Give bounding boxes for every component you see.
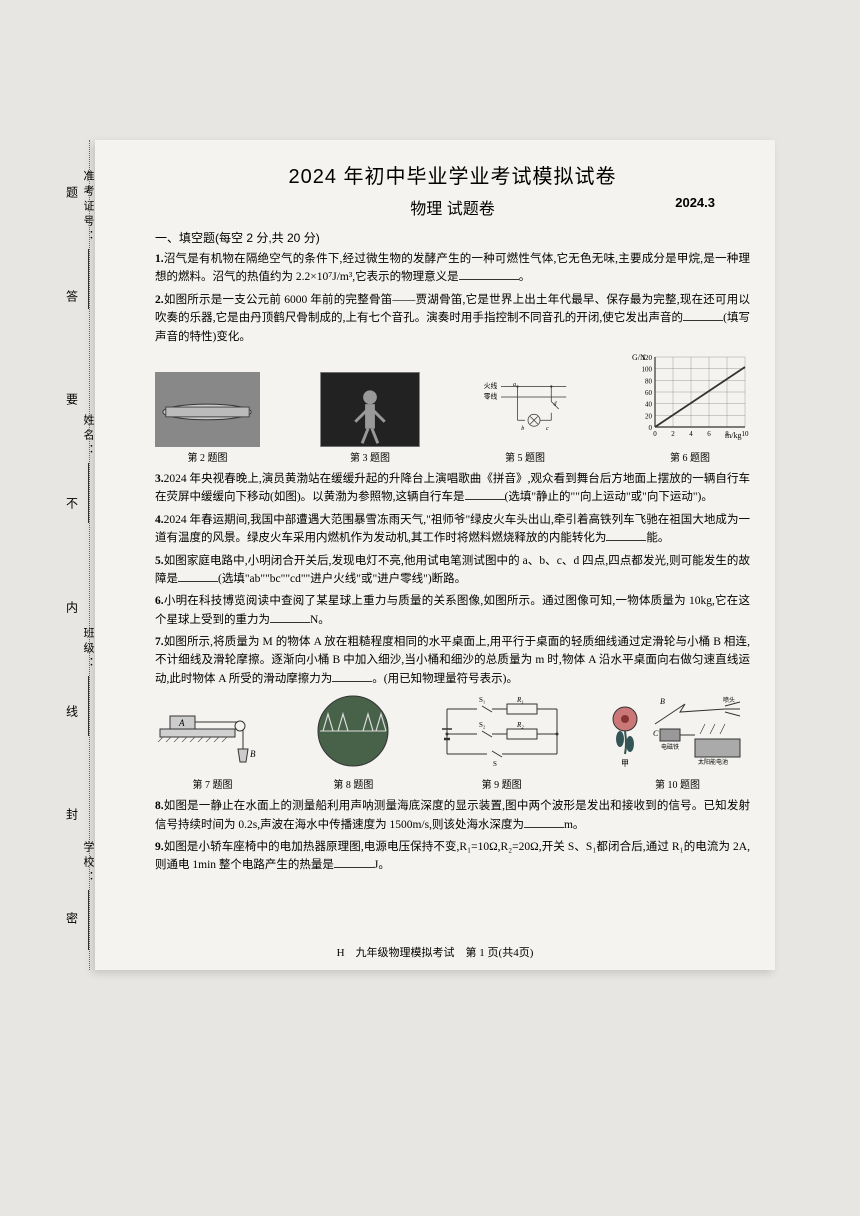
svg-text:R₁: R₁: [516, 696, 524, 704]
section-1-header: 一、填空题(每空 2 分,共 20 分): [155, 229, 750, 246]
main-title: 2024 年初中毕业学业考试模拟试卷: [155, 160, 750, 189]
figure-3: 第 3 题图: [320, 372, 420, 464]
svg-text:10: 10: [742, 430, 750, 438]
blank-q8: [524, 816, 564, 828]
blank-q5: [178, 570, 218, 582]
svg-text:40: 40: [645, 401, 653, 409]
figure-6: G/N m/kg 020406080100120 0246810 第 6 题图: [630, 352, 750, 464]
svg-text:d: d: [554, 402, 558, 408]
svg-text:100: 100: [642, 366, 653, 374]
figure-5: 火线 零线 a d: [480, 372, 570, 464]
page-footer: H 九年级物理模拟考试 第 1 页(共4页): [95, 944, 775, 960]
svg-text:8: 8: [725, 430, 729, 438]
figures-row-1: 第 2 题图 第 3 题图: [155, 352, 750, 464]
svg-text:2: 2: [671, 430, 675, 438]
svg-text:太阳能电池: 太阳能电池: [698, 758, 728, 766]
blank-q9: [334, 856, 374, 868]
title-block: 2024 年初中毕业学业考试模拟试卷 物理 试题卷 2024.3: [155, 160, 750, 219]
figure-8: 第 8 题图: [308, 694, 398, 791]
exam-date: 2024.3: [675, 195, 715, 210]
figure-9: S₁ R₁ S₂ R₂ S: [437, 694, 567, 791]
svg-text:电磁铁: 电磁铁: [661, 743, 679, 751]
svg-text:S₂: S₂: [479, 721, 486, 729]
exam-page: 题 答 要 不 内 线 封 密 2024 年初中毕业学业考试模拟试卷 物理 试题…: [95, 140, 775, 970]
question-9: 9.如图是小轿车座椅中的电加热器原理图,电源电压保持不变,R₁=10Ω,R₂=2…: [155, 838, 750, 875]
svg-text:喷头: 喷头: [723, 696, 735, 704]
question-8: 8.如图是一静止在水面上的测量船利用声呐测量海底深度的显示装置,图中两个波形是发…: [155, 797, 750, 834]
question-1: 1.沼气是有机物在隔绝空气的条件下,经过微生物的发酵产生的一种可燃性气体,它无色…: [155, 250, 750, 287]
question-7: 7.如图所示,将质量为 M 的物体 A 放在粗糙程度相同的水平桌面上,用平行于桌…: [155, 633, 750, 688]
svg-text:R₂: R₂: [516, 721, 524, 729]
svg-text:0: 0: [649, 424, 653, 432]
svg-text:60: 60: [645, 389, 653, 397]
svg-text:a: a: [513, 382, 516, 388]
blank-q1: [459, 268, 519, 280]
svg-text:120: 120: [642, 354, 653, 362]
svg-text:S: S: [493, 760, 497, 768]
svg-text:0: 0: [653, 430, 657, 438]
svg-text:b: b: [521, 426, 524, 432]
question-3: 3.2024 年央视春晚上,演员黄渤站在缓缓升起的升降台上演唱歌曲《拼音》,观众…: [155, 470, 750, 507]
svg-text:B: B: [660, 697, 665, 706]
svg-text:S₁: S₁: [479, 696, 485, 704]
binding-margin: 题 答 要 不 内 线 封 密: [55, 140, 90, 970]
svg-text:火线: 火线: [484, 381, 498, 390]
figure-7: A B 第 7 题图: [155, 694, 270, 791]
blank-q2: [683, 309, 723, 321]
blank-q4: [606, 529, 646, 541]
svg-text:6: 6: [707, 430, 711, 438]
question-2: 2.如图所示是一支公元前 6000 年前的完整骨笛——贾湖骨笛,它是世界上出土年…: [155, 291, 750, 346]
question-6: 6.小明在科技博览阅读中查阅了某星球上重力与质量的关系图像,如图所示。通过图像可…: [155, 592, 750, 629]
blank-q6: [270, 611, 310, 623]
subtitle: 物理 试题卷: [410, 195, 494, 219]
svg-text:A: A: [178, 718, 185, 728]
svg-text:C: C: [653, 729, 659, 738]
svg-text:B: B: [250, 749, 256, 759]
figure-2: 第 2 题图: [155, 372, 260, 464]
question-4: 4.2024 年春运期间,我国中部遭遇大范围暴雪冻雨天气,"祖师爷"绿皮火车头出…: [155, 511, 750, 548]
figures-row-2: A B 第 7 题图 第 8 题图: [155, 694, 750, 791]
svg-text:零线: 零线: [484, 392, 498, 401]
blank-q3: [465, 488, 505, 500]
svg-text:c: c: [546, 426, 549, 432]
figure-10: 甲 B 喷头 C 电磁铁 太阳能电池: [605, 694, 750, 791]
svg-text:甲: 甲: [621, 759, 629, 768]
graph-6-svg: G/N m/kg 020406080100120 0246810: [630, 352, 750, 442]
svg-text:20: 20: [645, 412, 653, 420]
svg-text:4: 4: [689, 430, 693, 438]
blank-q7: [332, 670, 372, 682]
question-5: 5.如图家庭电路中,小明闭合开关后,发现电灯不亮,他用试电笔测试图中的 a、b、…: [155, 552, 750, 589]
svg-text:80: 80: [645, 377, 653, 385]
